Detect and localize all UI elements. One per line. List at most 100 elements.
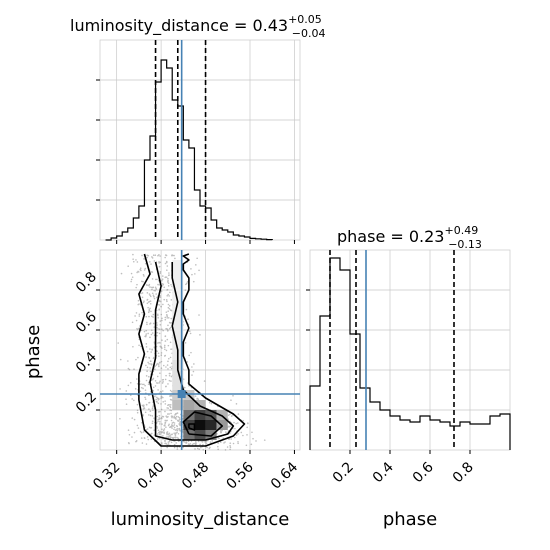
scatter-point: [154, 385, 157, 387]
scatter-point: [167, 441, 170, 443]
scatter-point: [135, 312, 138, 314]
scatter-point: [168, 305, 171, 307]
scatter-point: [155, 400, 158, 403]
scatter-point: [175, 418, 177, 420]
scatter-point: [162, 283, 165, 286]
scatter-point: [199, 443, 201, 446]
scatter-point: [194, 442, 196, 445]
scatter-point: [173, 436, 175, 439]
contour-inner-loop: [188, 423, 196, 431]
scatter-point: [166, 294, 169, 297]
scatter-point: [174, 435, 177, 437]
density-cell: [216, 410, 228, 420]
scatter-point: [166, 281, 169, 283]
scatter-point: [149, 295, 152, 298]
scatter-point: [146, 292, 149, 294]
scatter-point: [169, 403, 172, 406]
scatter-point: [161, 382, 164, 384]
scatter-point: [173, 426, 176, 429]
scatter-point: [144, 262, 147, 265]
scatter-point: [151, 348, 153, 351]
scatter-point: [158, 381, 161, 384]
scatter-point: [149, 367, 151, 369]
scatter-point: [158, 299, 161, 302]
scatter-point: [141, 404, 144, 407]
scatter-point: [149, 414, 152, 417]
scatter-point: [155, 398, 157, 401]
scatter-point: [195, 440, 197, 443]
scatter-point: [127, 360, 129, 362]
scatter-point: [146, 428, 149, 430]
scatter-point: [151, 332, 154, 334]
scatter-point: [145, 329, 148, 332]
scatter-point: [263, 439, 266, 441]
scatter-point: [169, 356, 172, 359]
scatter-point: [166, 432, 168, 435]
scatter-point: [171, 427, 173, 429]
scatter-point: [230, 399, 232, 401]
scatter-point: [168, 295, 170, 297]
scatter-point: [237, 433, 239, 435]
scatter-point: [170, 409, 173, 412]
scatter-point: [165, 385, 167, 388]
scatter-point: [159, 272, 161, 275]
scatter-point: [148, 362, 150, 365]
scatter-point: [144, 267, 147, 270]
truth-marker: [177, 390, 186, 398]
scatter-point: [157, 364, 160, 366]
scatter-point: [150, 271, 153, 273]
scatter-point: [163, 298, 166, 301]
scatter-point: [136, 409, 139, 412]
scatter-point: [176, 427, 179, 430]
scatter-point: [142, 408, 145, 410]
scatter-point: [149, 360, 152, 362]
scatter-point: [170, 299, 173, 301]
scatter-point: [150, 286, 153, 289]
scatter-point: [164, 403, 167, 405]
scatter-point: [151, 407, 154, 409]
scatter-point: [168, 307, 171, 310]
density-cell: [183, 410, 195, 420]
scatter-point: [177, 437, 179, 439]
scatter-point: [155, 293, 157, 295]
scatter-point: [141, 296, 144, 299]
scatter-point: [152, 409, 154, 411]
scatter-point: [147, 306, 149, 309]
scatter-point: [146, 302, 149, 305]
scatter-point: [145, 379, 148, 382]
scatter-point: [145, 364, 147, 367]
scatter-point: [179, 418, 181, 420]
scatter-point: [170, 283, 172, 286]
scatter-point: [132, 260, 135, 263]
scatter-point: [160, 408, 163, 411]
scatter-point: [205, 440, 207, 443]
scatter-point: [164, 423, 166, 425]
scatter-point: [154, 380, 157, 382]
scatter-point: [161, 347, 163, 349]
scatter-point: [145, 343, 148, 345]
scatter-point: [139, 430, 142, 433]
scatter-point: [160, 305, 162, 308]
scatter-point: [174, 432, 177, 435]
scatter-point: [153, 260, 156, 262]
scatter-point: [157, 254, 159, 257]
scatter-point: [140, 269, 142, 272]
scatter-point: [158, 423, 161, 425]
scatter-point: [183, 386, 186, 389]
scatter-point: [158, 410, 160, 413]
scatter-point: [154, 254, 157, 256]
x-axis-label-phase: phase: [383, 509, 437, 530]
scatter-point: [144, 396, 146, 399]
scatter-point: [146, 256, 148, 259]
scatter-point: [201, 440, 204, 443]
scatter-point: [230, 415, 233, 417]
scatter-point: [149, 286, 151, 288]
scatter-point: [153, 429, 156, 432]
scatter-point: [167, 303, 170, 306]
scatter-point: [191, 273, 193, 276]
density-cell: [194, 410, 206, 420]
scatter-point: [144, 411, 147, 414]
scatter-point: [161, 319, 163, 322]
y-tick-label-phase: 0.6: [73, 309, 100, 336]
scatter-point: [176, 425, 179, 428]
